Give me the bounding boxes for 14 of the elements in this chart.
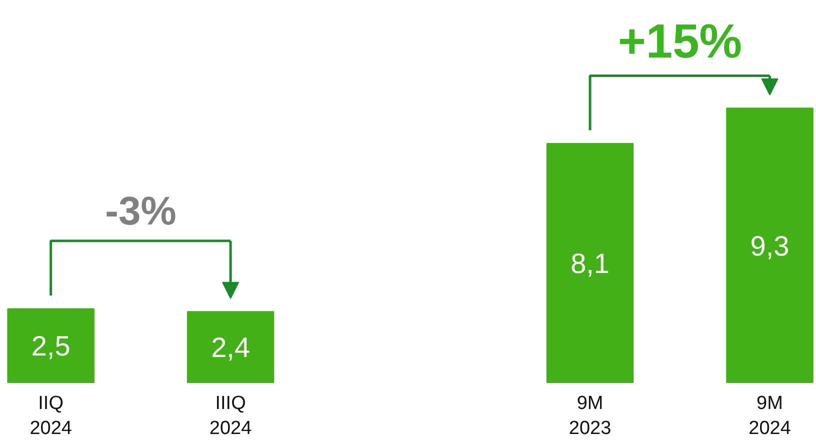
bar: [726, 108, 814, 383]
bar: [7, 308, 94, 383]
data-label: 2,4: [211, 332, 250, 364]
data-label: 9,3: [750, 230, 790, 262]
x-tick-label: IIQ 2024: [30, 392, 72, 439]
bar: [186, 311, 274, 383]
x-tick-label: 9M 2024: [748, 392, 792, 439]
text: +15%: [618, 15, 742, 68]
annotation: -3%: [105, 190, 176, 234]
data-label: 2,5: [31, 330, 70, 362]
x-tick-label: 9M 2023: [568, 392, 612, 439]
x-tick-label: IIIQ 2024: [209, 392, 252, 439]
data-label: 8,1: [570, 248, 610, 279]
bar: [546, 143, 634, 383]
